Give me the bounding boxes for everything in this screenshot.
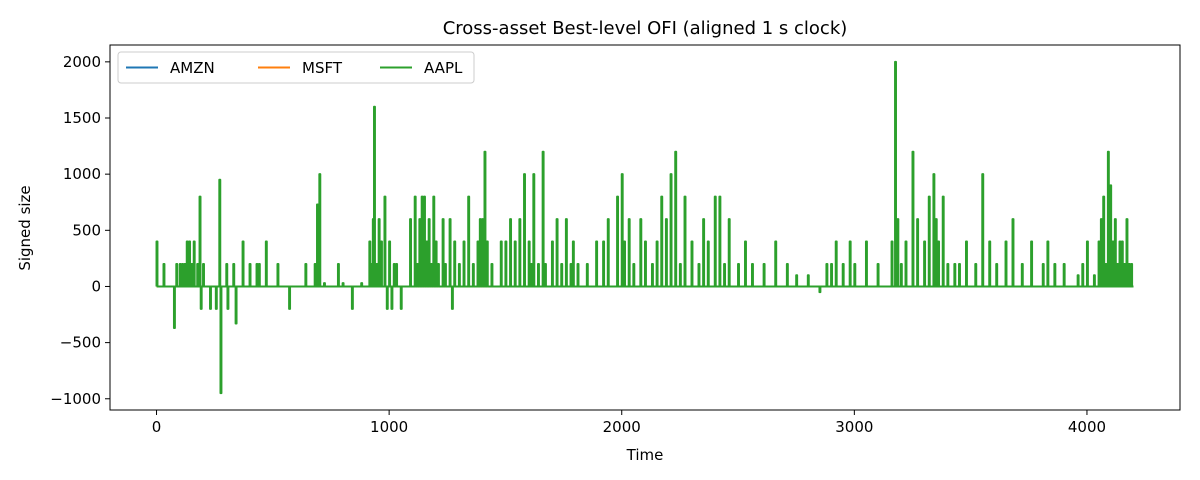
y-tick-label: 1000 <box>63 165 101 183</box>
y-axis-label: Signed size <box>16 185 34 270</box>
y-tick-label: 0 <box>91 277 101 295</box>
series-line-aapl <box>155 60 1134 395</box>
x-tick-label: 1000 <box>370 418 408 436</box>
x-tick-label: 4000 <box>1068 418 1106 436</box>
x-axis-label: Time <box>626 446 664 464</box>
y-tick-label: −500 <box>60 334 101 352</box>
legend-label-aapl: AAPL <box>424 59 463 77</box>
x-tick-label: 3000 <box>835 418 873 436</box>
legend: AMZN MSFT AAPL <box>117 51 475 84</box>
plot-frame <box>109 44 1181 411</box>
y-tick-label: −1000 <box>50 390 101 408</box>
legend-box <box>117 51 475 84</box>
legend-label-msft: MSFT <box>302 59 343 77</box>
x-tick-label: 2000 <box>603 418 641 436</box>
y-tick-label: 1500 <box>63 109 101 127</box>
plot-area <box>109 44 1181 411</box>
chart-title: Cross-asset Best-level OFI (aligned 1 s … <box>443 18 848 39</box>
series-layer <box>155 60 1134 395</box>
y-tick-label: 2000 <box>63 53 101 71</box>
x-tick-label: 0 <box>152 418 162 436</box>
y-axis: −1000 −500 0 500 1000 1500 2000 <box>50 53 110 408</box>
x-axis: 0 1000 2000 3000 4000 <box>152 410 1106 436</box>
legend-label-amzn: AMZN <box>170 59 215 77</box>
y-tick-label: 500 <box>72 221 101 239</box>
